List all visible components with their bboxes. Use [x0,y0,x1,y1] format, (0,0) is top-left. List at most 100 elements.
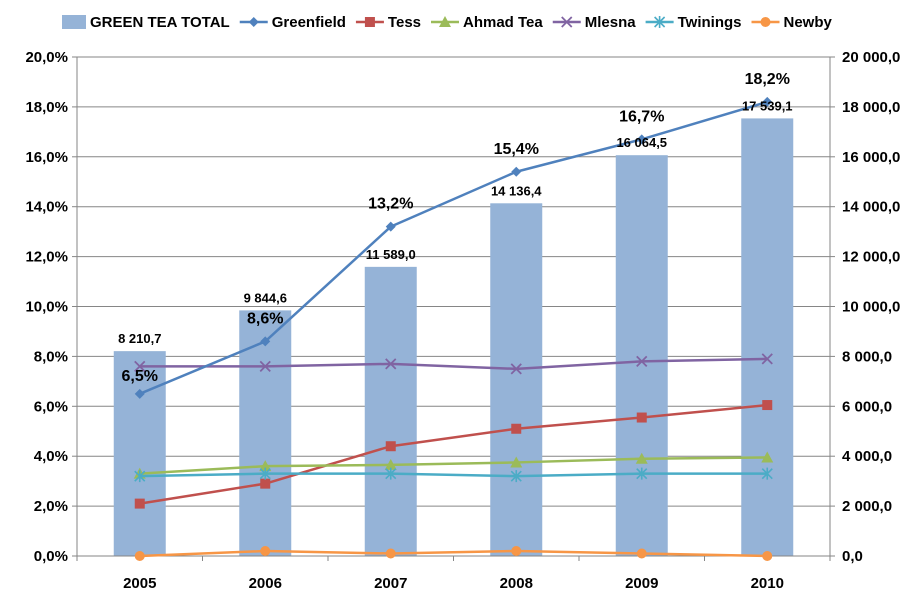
line-point [259,467,271,480]
line-point [761,451,774,463]
line-point [385,221,396,232]
bar-series [113,118,794,557]
line-point [510,363,522,375]
right-axis-tick-label: 10 000,0 [842,299,900,316]
left-axis-tick-label: 6,0% [34,398,68,415]
line-point [248,17,259,27]
line-value-label: 6,5% [122,368,158,385]
series-line [139,403,768,505]
legend-item: Newby [751,14,833,31]
line-point [635,452,648,464]
right-axis-tick-label: 0,0 [842,548,863,565]
right-axis-tick-label: 12 000,0 [842,249,900,266]
left-axis-tick-label: 4,0% [34,448,68,465]
line-point [654,16,666,28]
x-axis-tick-label: 2008 [500,575,533,592]
legend-item: Twinings [645,14,742,31]
legend-label: Newby [784,14,833,31]
line-point [636,467,648,480]
left-axis-tick-label: 0,0% [34,548,68,565]
legend-item: Greenfield [239,14,346,31]
right-axis-tick-label: 6 000,0 [842,398,892,415]
line-point [510,456,523,468]
bar-value-label: 11 589,0 [366,247,416,262]
left-axis-tick-label: 8,0% [34,348,68,365]
line-point [385,441,396,452]
line-point [762,96,773,107]
series-line [139,456,768,475]
line-point [511,423,522,434]
series-line [139,357,768,371]
line-point [384,458,397,470]
line-value-label: 13,2% [368,196,413,213]
gridlines [77,56,830,557]
legend-label: GREEN TEA TOTAL [90,14,230,31]
x-axis-tick-label: 2005 [123,575,156,592]
left-axis-tick-label: 18,0% [25,99,68,116]
data-labels: 8 210,7 9 844,6 11 589,0 14 136,4 16 064,5 17… [118,71,792,385]
line-point [762,400,773,411]
line-point [385,467,397,480]
legend: GREEN TEA TOTAL Greenfield Tess Ahmad Tea Ml… [62,14,833,31]
line-point [511,166,522,177]
line-point [510,470,522,483]
line-point [134,551,145,561]
right-axis-tick-label: 14 000,0 [842,199,900,216]
left-axis-tick-label: 10,0% [25,299,68,316]
line-point [364,17,375,27]
line-point [259,460,272,472]
legend-label: Ahmad Tea [463,14,543,31]
line-point [636,355,648,368]
right-axis-tick-label: 20 000,0 [842,49,900,66]
line-point [561,16,573,28]
left-axis-tick-label: 2,0% [34,498,68,515]
series-line [139,472,768,478]
line-value-label: 18,2% [745,71,790,88]
left-axis-tick-label: 14,0% [25,199,68,216]
x-axis-tick-label: 2006 [249,575,282,592]
legend-swatch [62,15,86,29]
legend-label: Greenfield [272,14,346,31]
right-axis-tick-label: 4 000,0 [842,448,892,465]
left-axis-tick-label: 16,0% [25,149,68,166]
bar [239,310,292,556]
line-point [259,360,271,373]
right-axis-tick-label: 18 000,0 [842,99,900,116]
series-line [139,100,768,395]
line-point [134,498,145,509]
line-point [511,546,522,557]
line-point [385,358,397,370]
bar [364,266,417,556]
line-point [636,548,647,559]
bar [741,118,794,557]
bar [490,203,543,556]
legend-label: Mlesna [585,14,637,31]
bar-value-label: 16 064,5 [616,135,667,150]
legend-item: GREEN TEA TOTAL [62,14,230,31]
axes: 0,0% 0,0 2,0% 2 000,0 4,0% 4 000,0 6,0% 6 000,0… [25,49,900,592]
line-point [134,470,146,483]
legend-item: Mlesna [552,14,637,31]
line-series [133,96,774,561]
bar-value-label: 9 844,6 [244,290,287,305]
line-point [134,388,145,399]
right-axis-tick-label: 16 000,0 [842,149,900,166]
line-point [760,17,771,27]
line-point [636,412,647,423]
line-point [636,134,647,145]
right-axis-tick-label: 8 000,0 [842,348,892,365]
right-axis-tick-label: 2 000,0 [842,498,892,515]
x-axis-tick-label: 2010 [751,575,784,592]
left-axis-tick-label: 20,0% [25,49,68,66]
legend-item: Tess [355,14,421,31]
legend-label: Tess [388,14,421,31]
line-point [761,467,773,480]
series-line [139,549,768,558]
line-point [260,336,271,347]
line-point [134,360,146,373]
bar [615,155,668,556]
line-point [762,551,773,561]
bar-value-label: 8 210,7 [118,331,161,346]
line-point [385,548,396,559]
